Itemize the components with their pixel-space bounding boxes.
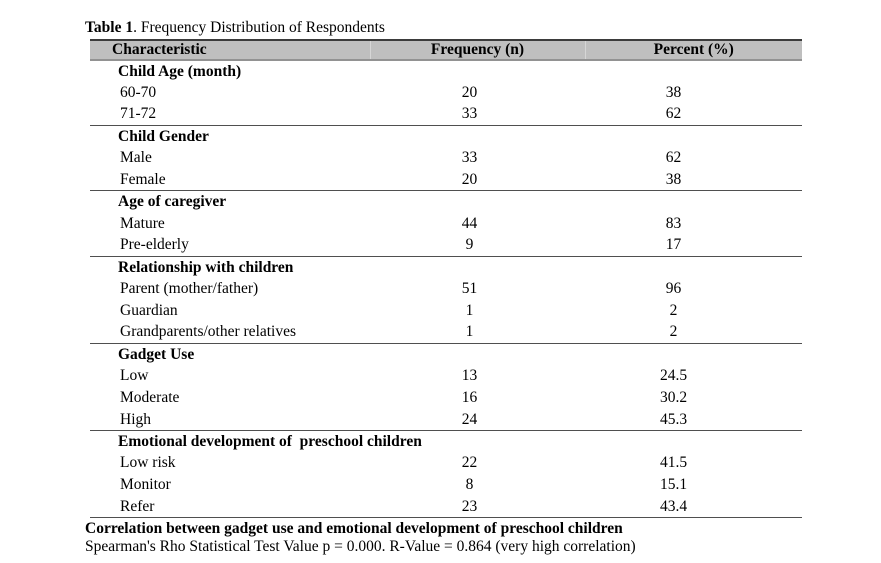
section-name: Age of caregiver	[90, 190, 802, 213]
table-caption: Table 1. Frequency Distribution of Respo…	[85, 18, 807, 37]
row-percent: 96	[665, 280, 682, 298]
data-row: Low risk 22 41.5	[90, 452, 802, 474]
data-row: 60-70 20 38	[90, 82, 802, 104]
row-percent: 43.4	[659, 497, 688, 515]
row-label: 71-72	[120, 105, 157, 123]
section-name: Emotional development of preschool child…	[90, 430, 802, 453]
row-label: Guardian	[120, 301, 178, 319]
data-row: High 24 45.3	[90, 409, 802, 431]
data-row: 71-72 33 62	[90, 104, 802, 126]
row-frequency: 13	[461, 367, 478, 385]
row-label: 60-70	[120, 83, 157, 101]
row-percent: 2	[669, 323, 678, 341]
row-frequency: 51	[461, 280, 478, 298]
row-frequency: 33	[461, 149, 478, 167]
row-percent: 38	[665, 170, 682, 188]
header-percent: Percent (%)	[584, 39, 802, 61]
row-percent: 41.5	[659, 454, 688, 472]
row-label: Monitor	[120, 476, 171, 494]
row-label: Pre-elderly	[120, 236, 189, 254]
section-row: Age of caregiver	[90, 190, 802, 213]
row-label: High	[120, 410, 151, 428]
row-label: Parent (mother/father)	[120, 280, 259, 298]
section-name: Child Gender	[90, 124, 802, 148]
section-row: Relationship with children	[90, 255, 802, 278]
data-row: Grandparents/other relatives 1 2	[90, 322, 802, 344]
row-frequency: 8	[465, 476, 474, 494]
row-frequency: 23	[461, 497, 478, 515]
row-label: Male	[120, 149, 152, 167]
data-row: Guardian 1 2	[90, 300, 802, 322]
row-frequency: 22	[461, 454, 478, 472]
row-percent: 38	[665, 83, 682, 101]
row-frequency: 33	[461, 105, 478, 123]
section-name: Relationship with children	[90, 255, 802, 278]
row-frequency: 20	[461, 83, 478, 101]
row-label: Refer	[120, 497, 155, 515]
data-row: Parent (mother/father) 51 96	[90, 278, 802, 300]
footnote-correlation-line: Correlation between gadget use and emoti…	[85, 520, 623, 538]
section-name: Child Age (month)	[118, 62, 242, 80]
row-percent: 83	[665, 214, 682, 232]
row-frequency: 24	[461, 410, 478, 428]
table-footnote: Correlation between gadget use and emoti…	[85, 520, 807, 555]
data-row: Male 33 62	[90, 147, 802, 169]
row-label: Low	[120, 367, 149, 385]
data-row: Moderate 16 30.2	[90, 387, 802, 409]
row-percent: 17	[665, 236, 682, 254]
section-name: Gadget Use	[90, 342, 802, 366]
row-frequency: 16	[461, 389, 478, 407]
header-row: Characteristic Frequency (n) Percent (%)	[90, 39, 802, 61]
header-frequency: Frequency (n)	[369, 39, 585, 61]
row-percent: 15.1	[659, 476, 688, 494]
section-row: Child Gender	[90, 124, 802, 148]
frequency-table: Characteristic Frequency (n) Percent (%)…	[90, 39, 802, 518]
row-percent: 45.3	[659, 410, 688, 428]
section-row: Emotional development of preschool child…	[90, 430, 802, 453]
row-label: Mature	[120, 214, 165, 232]
table-caption-title: . Frequency Distribution of Respondents	[133, 19, 385, 36]
row-label: Moderate	[120, 389, 180, 407]
table-caption-number: Table 1	[85, 19, 134, 36]
data-row: Monitor 8 15.1	[90, 474, 802, 496]
row-label: Grandparents/other relatives	[120, 323, 297, 341]
row-percent: 2	[669, 301, 678, 319]
row-frequency: 9	[465, 236, 474, 254]
row-frequency: 1	[465, 301, 474, 319]
data-row: Refer 23 43.4	[90, 496, 802, 518]
row-percent: 62	[665, 149, 682, 167]
row-frequency: 20	[461, 170, 478, 188]
data-row: Low 13 24.5	[90, 365, 802, 387]
header-characteristic: Characteristic	[90, 39, 370, 61]
row-percent: 30.2	[659, 389, 688, 407]
row-label: Female	[120, 170, 166, 188]
row-frequency: 1	[465, 323, 474, 341]
row-frequency: 44	[461, 214, 478, 232]
table-body: Child Age (month) 60-70 20 38 71-72 33 62 Child…	[90, 60, 802, 518]
row-percent: 24.5	[659, 367, 688, 385]
footnote-statistics-line: Spearman's Rho Statistical Test Value p …	[85, 537, 636, 555]
table-block: Table 1. Frequency Distribution of Respo…	[85, 18, 807, 555]
row-percent: 62	[665, 105, 682, 123]
data-row: Mature 44 83	[90, 213, 802, 235]
data-row: Female 20 38	[90, 169, 802, 191]
section-row: Gadget Use	[90, 342, 802, 366]
data-row: Pre-elderly 9 17	[90, 234, 802, 256]
section-row: Child Age (month)	[90, 60, 802, 82]
row-label: Low risk	[120, 454, 176, 472]
